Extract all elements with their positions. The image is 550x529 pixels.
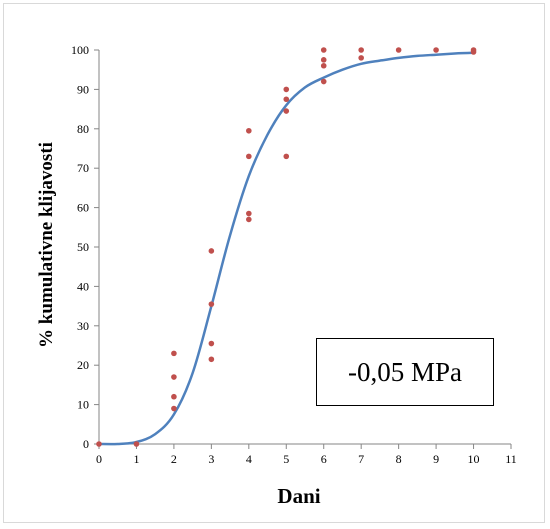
x-tick-label: 9 <box>433 452 439 466</box>
y-tick-label: 50 <box>77 240 89 254</box>
x-tick-label: 8 <box>396 452 402 466</box>
y-tick-label: 60 <box>77 201 89 215</box>
x-tick-label: 0 <box>96 452 102 466</box>
y-tick-label: 20 <box>77 358 89 372</box>
data-point <box>133 441 140 447</box>
data-point <box>320 62 327 69</box>
data-point <box>171 405 177 412</box>
x-tick-label: 6 <box>321 452 327 466</box>
data-point <box>283 96 290 103</box>
data-point <box>470 49 477 55</box>
x-tick-label: 4 <box>246 452 252 466</box>
data-point <box>395 47 402 53</box>
data-point <box>246 210 252 217</box>
x-tick-label: 7 <box>358 452 364 466</box>
y-tick-label: 10 <box>77 398 89 412</box>
data-point <box>320 57 327 63</box>
x-tick-label: 3 <box>208 452 214 466</box>
data-point <box>208 340 215 347</box>
chart-frame <box>3 3 545 523</box>
y-tick-label: 100 <box>71 43 89 57</box>
x-tick-label: 10 <box>468 452 480 466</box>
data-point <box>208 248 215 254</box>
data-point <box>320 47 327 53</box>
data-point <box>96 441 102 447</box>
y-tick-label: 40 <box>77 279 89 293</box>
annotation-text: -0,05 MPa <box>348 356 462 387</box>
y-tick-labels: 0 10 20 30 40 50 60 70 80 90 100 <box>71 43 89 451</box>
y-tick-label: 70 <box>77 161 89 175</box>
data-point <box>246 216 252 223</box>
data-point <box>358 47 364 53</box>
fitted-curve <box>98 51 474 446</box>
data-point <box>283 86 290 93</box>
x-tick-labels: 0 1 2 3 4 5 6 7 8 9 10 11 <box>96 452 517 466</box>
data-point <box>246 127 252 134</box>
y-tick-label: 90 <box>77 82 89 96</box>
data-point <box>208 356 215 363</box>
axes <box>94 49 512 449</box>
x-axis-label: Dani <box>277 484 320 508</box>
data-point <box>320 78 327 85</box>
data-point <box>283 108 290 114</box>
data-point <box>208 301 215 307</box>
data-points <box>96 47 477 447</box>
data-point <box>171 350 177 357</box>
y-axis-label: % kumulativne klijavosti <box>36 142 57 348</box>
data-point <box>283 153 290 160</box>
y-tick-label: 0 <box>83 437 89 451</box>
x-tick-label: 2 <box>171 452 177 466</box>
x-tick-label: 5 <box>283 452 289 466</box>
data-point <box>171 374 177 380</box>
data-point <box>358 55 364 61</box>
data-point <box>171 393 177 400</box>
data-point <box>433 47 439 53</box>
y-tick-label: 80 <box>77 122 89 136</box>
annotation-box: -0,05 MPa <box>316 338 494 406</box>
x-tick-label: 1 <box>133 452 139 466</box>
y-tick-label: 30 <box>77 319 89 333</box>
data-point <box>246 153 252 160</box>
x-tick-label: 11 <box>505 452 517 466</box>
